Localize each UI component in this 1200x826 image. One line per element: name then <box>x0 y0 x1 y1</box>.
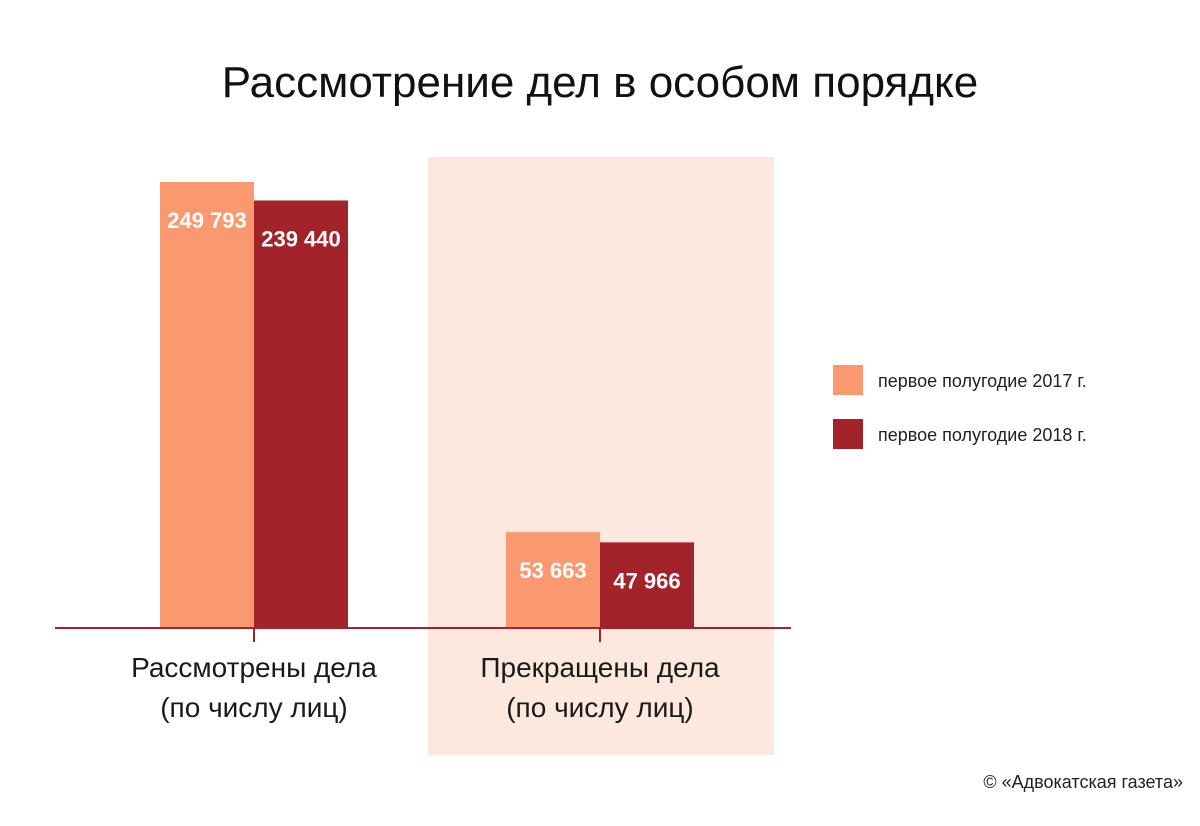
legend-swatch-1 <box>833 365 863 395</box>
category-label: (по числу лиц) <box>160 692 348 723</box>
legend-label: первое полугодие 2018 г. <box>878 425 1087 445</box>
category-labels-group: Рассмотрены дела (по числу лиц) Прекращены… <box>131 652 720 723</box>
data-label: 239 440 <box>261 226 341 251</box>
legend-swatch-2 <box>833 419 863 449</box>
bars-group: 249 793 239 440 53 663 47 966 <box>160 182 694 629</box>
data-label: 53 663 <box>519 558 586 583</box>
chart-title: Рассмотрение дел в особом порядке <box>222 58 979 107</box>
data-label: 47 966 <box>613 568 680 593</box>
credit-text: © «Адвокатская газета» <box>983 772 1183 792</box>
category-label: Прекращены дела <box>480 652 720 683</box>
axis-ticks-group <box>253 628 601 642</box>
highlight-band <box>428 157 774 755</box>
bar-1-series-1 <box>160 182 254 628</box>
legend-label: первое полугодие 2017 г. <box>878 371 1087 391</box>
bar-2-series-1 <box>506 532 600 628</box>
category-label: (по числу лиц) <box>506 692 694 723</box>
bar-1-series-2 <box>254 200 348 629</box>
bar-2-series-2 <box>600 542 694 628</box>
legend: первое полугодие 2017 г. первое полугодие… <box>833 365 1087 449</box>
category-label: Рассмотрены дела <box>131 652 377 683</box>
data-label: 249 793 <box>167 208 247 233</box>
